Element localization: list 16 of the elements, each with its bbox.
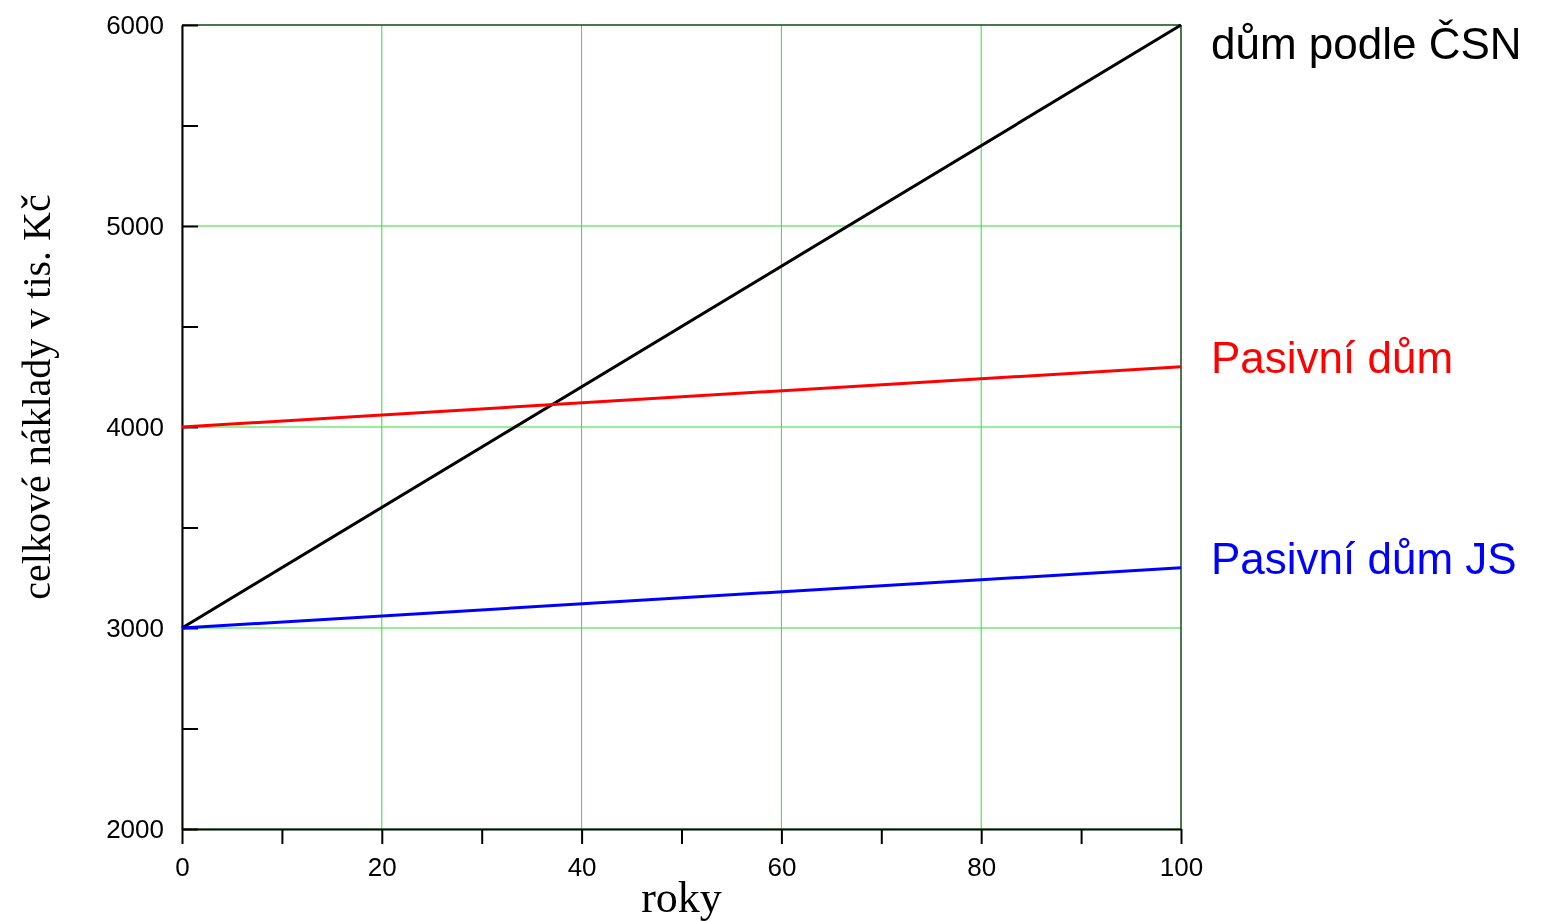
x-tick-label: 40 xyxy=(567,852,597,883)
y-tick-label: 5000 xyxy=(106,210,164,241)
y-tick-label: 3000 xyxy=(106,612,164,643)
y-tick-label: 2000 xyxy=(106,813,164,844)
series-label: Pasivní dům JS xyxy=(1211,533,1517,583)
x-tick-label: 20 xyxy=(367,852,397,883)
y-tick-label: 4000 xyxy=(106,411,164,442)
y-axis-title: celkové náklady v tis. Kč xyxy=(14,194,59,600)
y-tick-label: 6000 xyxy=(106,9,164,40)
series-label: Pasivní dům xyxy=(1211,332,1454,382)
x-tick-label: 100 xyxy=(1159,852,1204,883)
x-tick-label: 0 xyxy=(175,852,190,883)
series-label: dům podle ČSN xyxy=(1211,19,1522,68)
x-tick-label: 60 xyxy=(767,852,797,883)
x-tick-label: 80 xyxy=(967,852,997,883)
x-axis-title: roky xyxy=(641,873,722,921)
